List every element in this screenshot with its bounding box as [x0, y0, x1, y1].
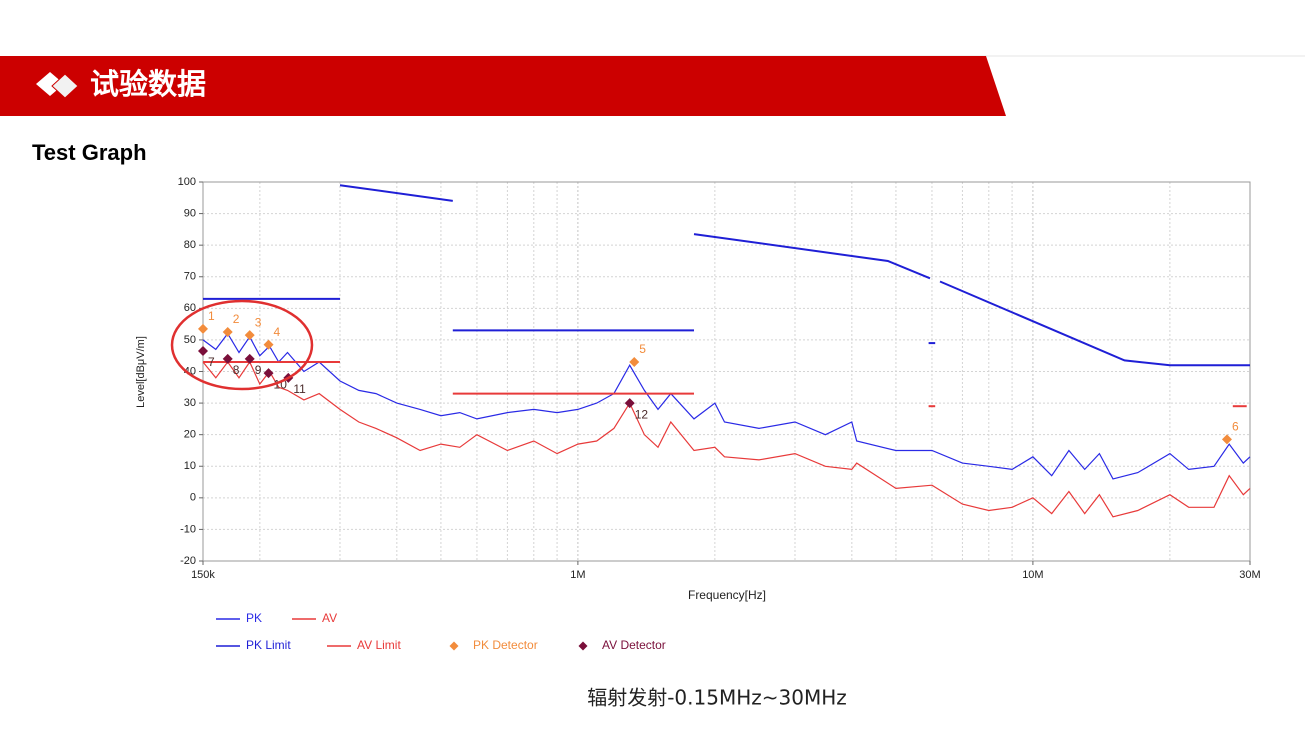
- y-tick-label: 100: [178, 176, 196, 188]
- y-tick-label: 0: [190, 492, 196, 504]
- series-line: [939, 280, 1250, 367]
- detector-label: 8: [233, 363, 240, 377]
- y-tick-label: 80: [184, 239, 196, 251]
- header-icon: [51, 73, 79, 99]
- series-line: [202, 360, 1251, 518]
- detector-label: 7: [208, 355, 215, 369]
- detector-marker: [263, 339, 274, 350]
- detector-marker: [222, 327, 233, 338]
- detector-marker: [629, 357, 640, 368]
- legend-label: PK Limit: [246, 638, 291, 652]
- header-band: [0, 56, 1006, 116]
- y-tick-label: 50: [184, 334, 196, 346]
- y-axis-label: Level[dBμV/m]: [135, 336, 147, 408]
- x-tick-label: 150k: [191, 569, 215, 581]
- legend-label: AV Detector: [602, 638, 666, 652]
- detector-label: 11: [293, 382, 306, 396]
- detector-marker: [198, 323, 208, 334]
- legend-label: PK Detector: [473, 638, 538, 652]
- x-axis-label: Frequency[Hz]: [688, 588, 766, 602]
- detector-label: 12: [635, 407, 649, 421]
- legend-label: AV Limit: [357, 638, 401, 652]
- series-line: [202, 332, 1251, 480]
- detector-marker: [624, 398, 635, 409]
- detector-label: 1: [208, 309, 215, 323]
- plot: -20 -10 0 10 20 30 40 50 60 70 80 90 100 150k 1M 10M 30M…: [178, 176, 1261, 581]
- y-tick-label: 90: [184, 207, 196, 219]
- y-tick-label: 30: [184, 397, 196, 409]
- detector-marker: [244, 330, 255, 341]
- section-title: Test Graph: [32, 140, 147, 165]
- detector-marker: [198, 345, 208, 356]
- detector-marker: [263, 368, 274, 379]
- detector-label: 5: [639, 342, 646, 356]
- detector-label: 3: [255, 315, 262, 329]
- legend-swatch: [449, 641, 459, 651]
- y-tick-label: 40: [184, 365, 196, 377]
- series-line: [339, 184, 453, 202]
- caption: 辐射发射-0.15MHz~30MHz: [587, 686, 847, 710]
- x-tick-label: 10M: [1022, 569, 1043, 581]
- detector-marker: [222, 353, 233, 364]
- legend-swatch: [578, 641, 588, 651]
- series-line: [693, 233, 931, 280]
- y-tick-label: 70: [184, 271, 196, 283]
- detector-marker: [1221, 434, 1232, 445]
- detector-label: 4: [274, 325, 281, 339]
- y-tick-label: 20: [184, 429, 196, 441]
- x-tick-label: 1M: [570, 569, 585, 581]
- detector-label: 2: [233, 312, 240, 326]
- x-tick-label: 30M: [1239, 569, 1260, 581]
- detector-marker: [244, 353, 255, 364]
- detector-label: 9: [255, 363, 262, 377]
- detector-label: 6: [1232, 420, 1239, 434]
- legend-label: AV: [322, 611, 337, 625]
- legend: PK AV PK Limit AV Limit PK Detector AV Detect…: [216, 611, 666, 652]
- y-tick-label: -10: [180, 523, 196, 535]
- y-tick-label: 60: [184, 302, 196, 314]
- legend-label: PK: [246, 611, 262, 625]
- highlight-circle: [170, 299, 314, 391]
- header-title: 试验数据: [90, 67, 206, 101]
- y-tick-label: -20: [180, 555, 196, 567]
- y-tick-label: 10: [184, 460, 196, 472]
